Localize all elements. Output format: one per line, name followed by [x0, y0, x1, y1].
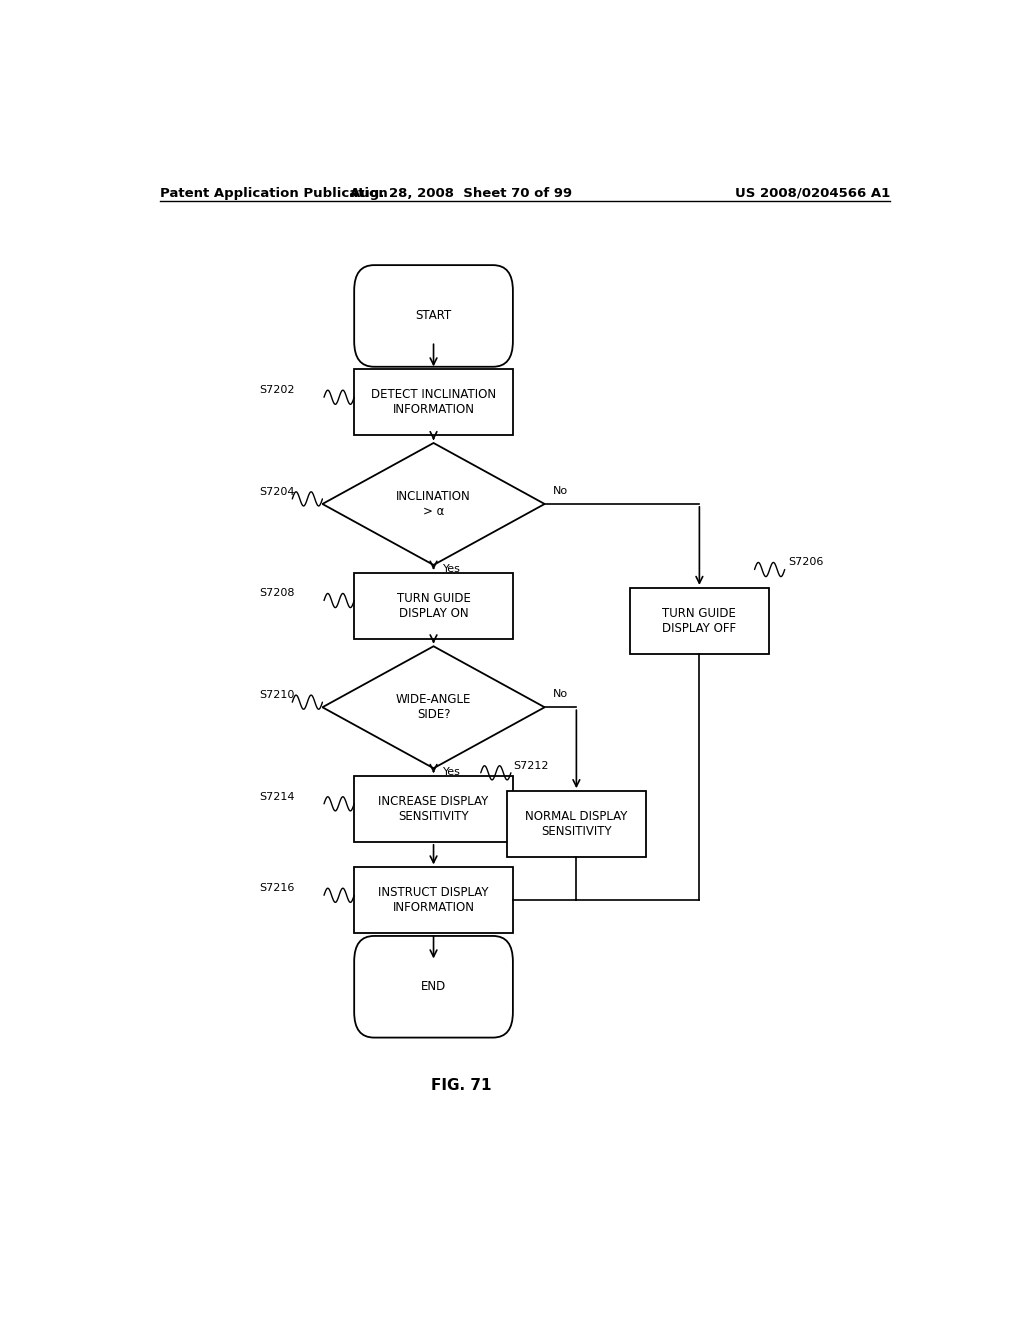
- Bar: [354, 776, 513, 842]
- Text: Yes: Yes: [443, 767, 461, 777]
- Text: INCREASE DISPLAY
SENSITIVITY: INCREASE DISPLAY SENSITIVITY: [379, 795, 488, 822]
- Text: Aug. 28, 2008  Sheet 70 of 99: Aug. 28, 2008 Sheet 70 of 99: [350, 187, 572, 199]
- Text: No: No: [553, 486, 567, 496]
- Text: S7208: S7208: [259, 589, 295, 598]
- Text: WIDE-ANGLE
SIDE?: WIDE-ANGLE SIDE?: [396, 693, 471, 721]
- Text: DETECT INCLINATION
INFORMATION: DETECT INCLINATION INFORMATION: [371, 388, 496, 416]
- Text: No: No: [553, 689, 567, 700]
- Text: START: START: [416, 309, 452, 322]
- Text: S7204: S7204: [259, 487, 295, 496]
- Text: S7210: S7210: [259, 690, 295, 700]
- Bar: [354, 370, 513, 436]
- Text: TURN GUIDE
DISPLAY OFF: TURN GUIDE DISPLAY OFF: [663, 607, 736, 635]
- Text: Patent Application Publication: Patent Application Publication: [160, 187, 387, 199]
- FancyBboxPatch shape: [354, 936, 513, 1038]
- Text: INCLINATION
> α: INCLINATION > α: [396, 490, 471, 517]
- Text: END: END: [421, 981, 446, 993]
- Text: TURN GUIDE
DISPLAY ON: TURN GUIDE DISPLAY ON: [396, 591, 470, 619]
- Text: NORMAL DISPLAY
SENSITIVITY: NORMAL DISPLAY SENSITIVITY: [525, 810, 628, 838]
- Text: S7216: S7216: [259, 883, 295, 894]
- Text: Yes: Yes: [443, 564, 461, 574]
- Text: S7202: S7202: [259, 385, 295, 395]
- Text: S7214: S7214: [259, 792, 295, 801]
- Bar: [507, 791, 646, 857]
- Text: FIG. 71: FIG. 71: [431, 1078, 492, 1093]
- Text: INSTRUCT DISPLAY
INFORMATION: INSTRUCT DISPLAY INFORMATION: [378, 886, 488, 915]
- Polygon shape: [323, 444, 545, 565]
- Polygon shape: [323, 647, 545, 768]
- Text: S7212: S7212: [513, 760, 549, 771]
- Bar: [354, 573, 513, 639]
- FancyBboxPatch shape: [354, 265, 513, 367]
- Text: US 2008/0204566 A1: US 2008/0204566 A1: [734, 187, 890, 199]
- Text: S7206: S7206: [788, 557, 824, 568]
- Bar: [354, 867, 513, 933]
- Bar: [630, 587, 769, 653]
